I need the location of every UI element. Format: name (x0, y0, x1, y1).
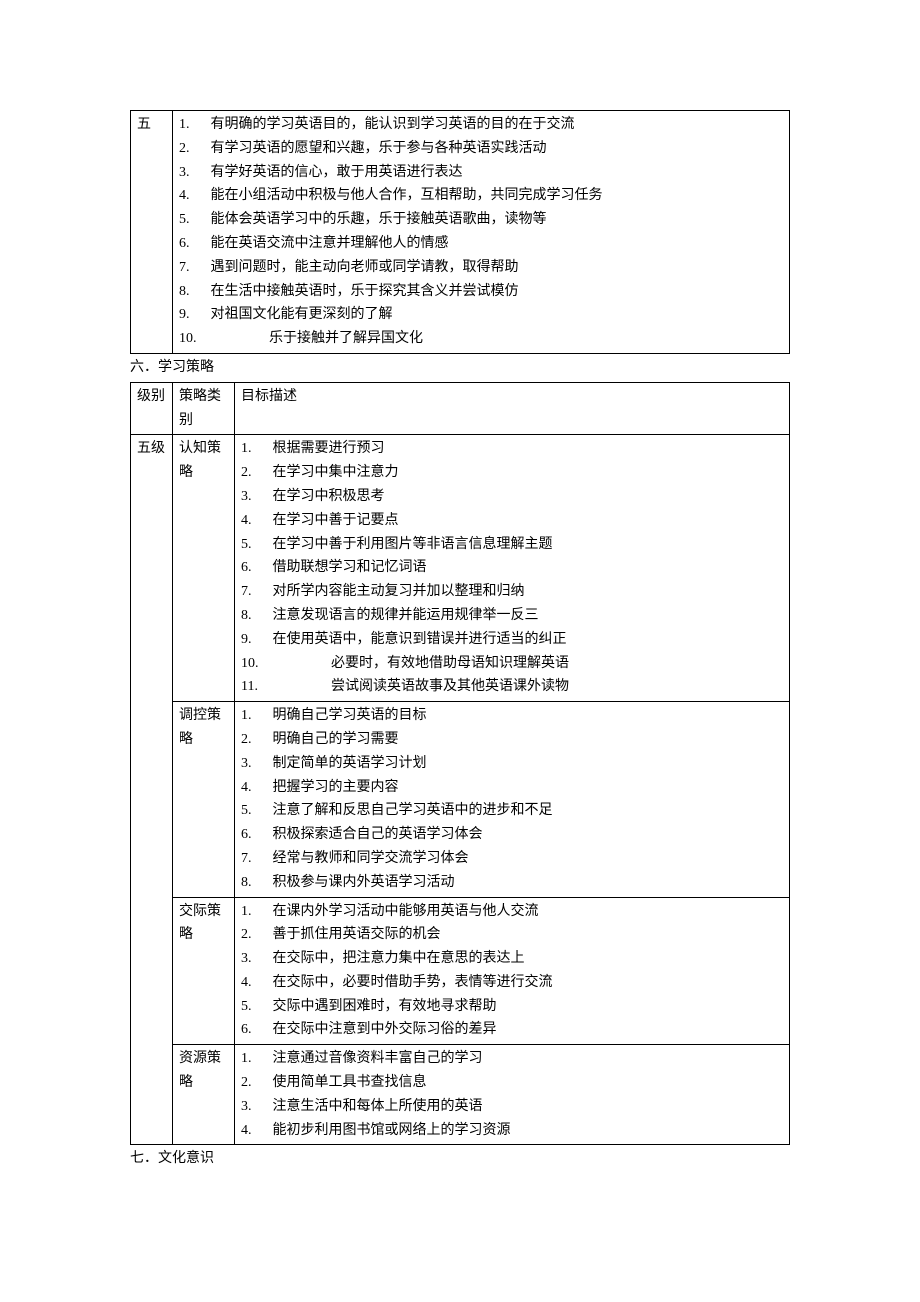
table-row: 资源策略1. 注意通过音像资料丰富自己的学习2. 使用简单工具书查找信息3. 注… (131, 1045, 790, 1145)
header-level: 级别 (131, 382, 173, 435)
level-cell: 五 (131, 111, 173, 354)
list-item: 7. 经常与教师和同学交流学习体会 (241, 847, 783, 871)
section-heading-7: 七．文化意识 (130, 1147, 790, 1171)
category-cell: 交际策略 (173, 897, 235, 1045)
header-category: 策略类别 (173, 382, 235, 435)
list-item: 4. 在学习中善于记要点 (241, 509, 783, 533)
list-item: 4. 把握学习的主要内容 (241, 776, 783, 800)
list-item: 11.尝试阅读英语故事及其他英语课外读物 (241, 675, 783, 699)
item-list: 1. 在课内外学习活动中能够用英语与他人交流2. 善于抓住用英语交际的机会3. … (241, 900, 783, 1043)
list-item: 9. 在使用英语中，能意识到错误并进行适当的纠正 (241, 628, 783, 652)
list-item: 1. 注意通过音像资料丰富自己的学习 (241, 1047, 783, 1071)
item-list: 1. 有明确的学习英语目的，能认识到学习英语的目的在于交流2. 有学习英语的愿望… (179, 113, 783, 351)
table-row: 五 1. 有明确的学习英语目的，能认识到学习英语的目的在于交流2. 有学习英语的… (131, 111, 790, 354)
list-item: 3. 在交际中，把注意力集中在意思的表达上 (241, 947, 783, 971)
item-list: 1. 根据需要进行预习2. 在学习中集中注意力3. 在学习中积极思考4. 在学习… (241, 437, 783, 699)
list-item: 1. 有明确的学习英语目的，能认识到学习英语的目的在于交流 (179, 113, 783, 137)
section-heading-6: 六．学习策略 (130, 356, 790, 380)
content-cell: 1. 根据需要进行预习2. 在学习中集中注意力3. 在学习中积极思考4. 在学习… (235, 435, 790, 702)
list-item: 6. 借助联想学习和记忆词语 (241, 556, 783, 580)
list-item: 4. 能在小组活动中积极与他人合作，互相帮助，共同完成学习任务 (179, 184, 783, 208)
list-item: 6. 积极探索适合自己的英语学习体会 (241, 823, 783, 847)
list-item: 7. 对所学内容能主动复习并加以整理和归纳 (241, 580, 783, 604)
table-row: 调控策略1. 明确自己学习英语的目标2. 明确自己的学习需要3. 制定简单的英语… (131, 702, 790, 897)
list-item: 5. 能体会英语学习中的乐趣，乐于接触英语歌曲，读物等 (179, 208, 783, 232)
list-item: 7. 遇到问题时，能主动向老师或同学请教，取得帮助 (179, 256, 783, 280)
list-item: 4. 在交际中，必要时借助手势，表情等进行交流 (241, 971, 783, 995)
list-item: 2. 使用简单工具书查找信息 (241, 1071, 783, 1095)
list-item: 8. 积极参与课内外英语学习活动 (241, 871, 783, 895)
list-item: 3. 有学好英语的信心，敢于用英语进行表达 (179, 161, 783, 185)
list-item: 1. 明确自己学习英语的目标 (241, 704, 783, 728)
list-item: 5. 注意了解和反思自己学习英语中的进步和不足 (241, 799, 783, 823)
table-row: 交际策略1. 在课内外学习活动中能够用英语与他人交流2. 善于抓住用英语交际的机… (131, 897, 790, 1045)
list-item: 1. 根据需要进行预习 (241, 437, 783, 461)
list-item: 9. 对祖国文化能有更深刻的了解 (179, 303, 783, 327)
list-item: 3. 注意生活中和每体上所使用的英语 (241, 1095, 783, 1119)
list-item: 1. 在课内外学习活动中能够用英语与他人交流 (241, 900, 783, 924)
list-item: 6. 能在英语交流中注意并理解他人的情感 (179, 232, 783, 256)
list-item: 6. 在交际中注意到中外交际习俗的差异 (241, 1018, 783, 1042)
list-item: 5. 在学习中善于利用图片等非语言信息理解主题 (241, 533, 783, 557)
list-item: 3. 在学习中积极思考 (241, 485, 783, 509)
level-cell: 五级 (131, 435, 173, 1145)
list-item: 2. 明确自己的学习需要 (241, 728, 783, 752)
table-row: 五级认知策略1. 根据需要进行预习2. 在学习中集中注意力3. 在学习中积极思考… (131, 435, 790, 702)
list-item: 2. 有学习英语的愿望和兴趣，乐于参与各种英语实践活动 (179, 137, 783, 161)
content-cell: 1. 明确自己学习英语的目标2. 明确自己的学习需要3. 制定简单的英语学习计划… (235, 702, 790, 897)
category-cell: 认知策略 (173, 435, 235, 702)
list-item: 2. 善于抓住用英语交际的机会 (241, 923, 783, 947)
content-cell: 1. 注意通过音像资料丰富自己的学习2. 使用简单工具书查找信息3. 注意生活中… (235, 1045, 790, 1145)
list-item: 4. 能初步利用图书馆或网络上的学习资源 (241, 1119, 783, 1143)
category-cell: 调控策略 (173, 702, 235, 897)
list-item: 10.必要时，有效地借助母语知识理解英语 (241, 652, 783, 676)
table-header-row: 级别 策略类别 目标描述 (131, 382, 790, 435)
category-cell: 资源策略 (173, 1045, 235, 1145)
list-item: 10.乐于接触并了解异国文化 (179, 327, 783, 351)
item-list: 1. 明确自己学习英语的目标2. 明确自己的学习需要3. 制定简单的英语学习计划… (241, 704, 783, 894)
item-list: 1. 注意通过音像资料丰富自己的学习2. 使用简单工具书查找信息3. 注意生活中… (241, 1047, 783, 1142)
list-item: 8. 注意发现语言的规律并能运用规律举一反三 (241, 604, 783, 628)
header-desc: 目标描述 (235, 382, 790, 435)
list-item: 8. 在生活中接触英语时，乐于探究其含义并尝试模仿 (179, 280, 783, 304)
content-cell: 1. 有明确的学习英语目的，能认识到学习英语的目的在于交流2. 有学习英语的愿望… (173, 111, 790, 354)
list-item: 3. 制定简单的英语学习计划 (241, 752, 783, 776)
table-attitudes: 五 1. 有明确的学习英语目的，能认识到学习英语的目的在于交流2. 有学习英语的… (130, 110, 790, 354)
table-strategies: 级别 策略类别 目标描述 五级认知策略1. 根据需要进行预习2. 在学习中集中注… (130, 382, 790, 1146)
list-item: 2. 在学习中集中注意力 (241, 461, 783, 485)
list-item: 5. 交际中遇到困难时，有效地寻求帮助 (241, 995, 783, 1019)
content-cell: 1. 在课内外学习活动中能够用英语与他人交流2. 善于抓住用英语交际的机会3. … (235, 897, 790, 1045)
